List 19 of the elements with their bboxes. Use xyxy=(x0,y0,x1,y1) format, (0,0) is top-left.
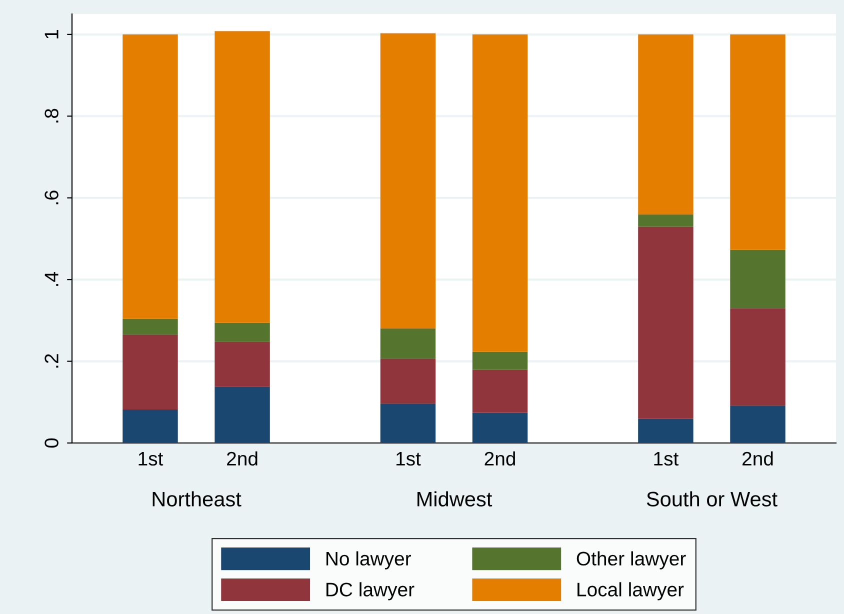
x-tick-label: 1st xyxy=(138,452,164,466)
legend-label: No lawyer xyxy=(326,551,412,570)
text: Midwest xyxy=(418,491,492,507)
x-tick-label: 1st xyxy=(654,452,679,466)
y-tick-label: .4 xyxy=(44,272,58,286)
y-tick-label: .6 xyxy=(44,190,58,204)
x-tick-label: 1st xyxy=(396,452,421,466)
x-tick-label: 2nd xyxy=(742,451,773,466)
legend-label: DC lawyer xyxy=(326,582,414,600)
legend-label: Local lawyer xyxy=(578,582,684,600)
y-tick-label: 1 xyxy=(44,30,58,38)
y-tick-label: 0 xyxy=(44,438,58,448)
x-tick-label: 2nd xyxy=(484,451,515,466)
x-tick-label: 2nd xyxy=(227,451,258,466)
legend-label: Other lawyer xyxy=(576,551,686,570)
y-tick-label: .2 xyxy=(44,354,58,368)
text: South or West xyxy=(646,491,778,507)
text: Northeast xyxy=(152,491,242,507)
y-tick-label: .8 xyxy=(44,108,58,122)
